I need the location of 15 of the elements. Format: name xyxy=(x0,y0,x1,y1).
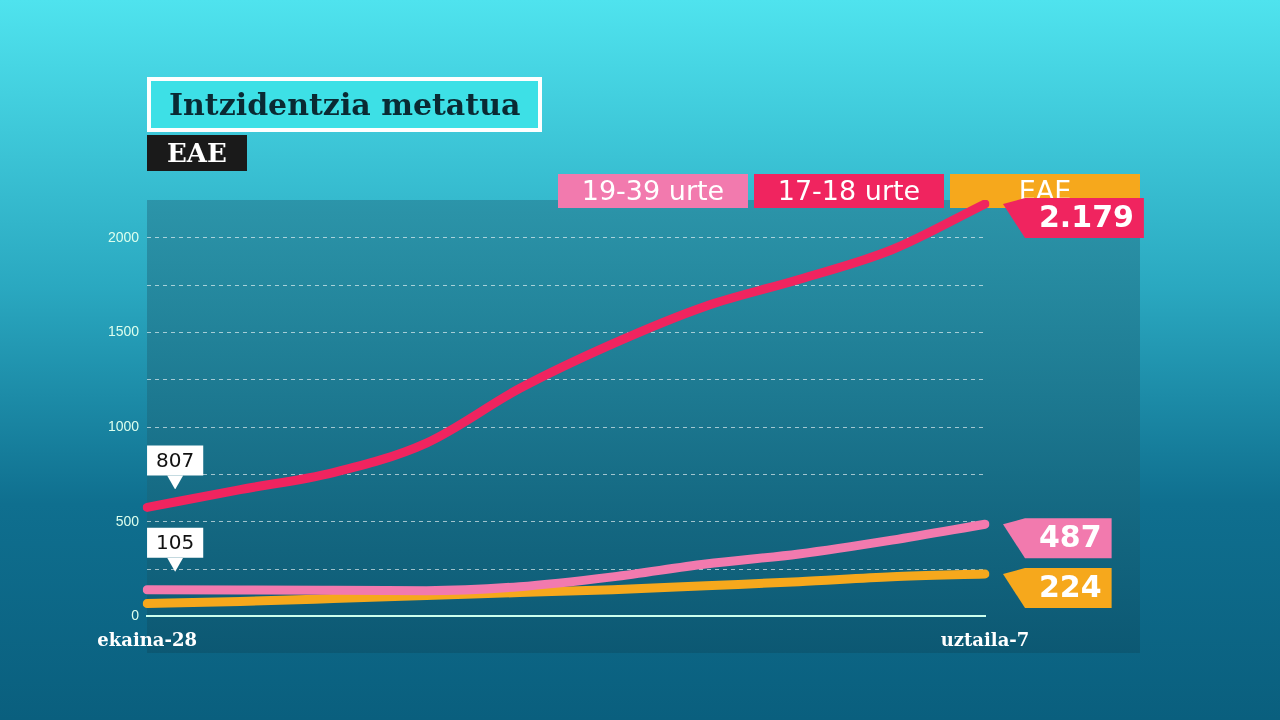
y-tick-label: 0 xyxy=(131,607,140,624)
data-label: 487 xyxy=(1039,519,1102,555)
text: 19-39 urte xyxy=(558,174,748,208)
annotation: 105 xyxy=(156,529,195,554)
y-tick-label: 2000 xyxy=(107,228,140,245)
data-label: 224 xyxy=(1039,568,1102,604)
y-tick-label: 500 xyxy=(115,512,140,529)
chart-title: Intzidentzia metatua xyxy=(147,77,543,132)
x-tick-label: ekaina-28 xyxy=(97,628,197,650)
y-tick-label: 1000 xyxy=(107,417,140,434)
series-label: 17-18 urte xyxy=(754,174,944,208)
y-tick-label: 1500 xyxy=(107,323,140,340)
annotation: 807 xyxy=(156,447,195,472)
chart-subtitle: EAE xyxy=(147,135,247,171)
x-tick-label: uztaila-7 xyxy=(940,628,1030,650)
